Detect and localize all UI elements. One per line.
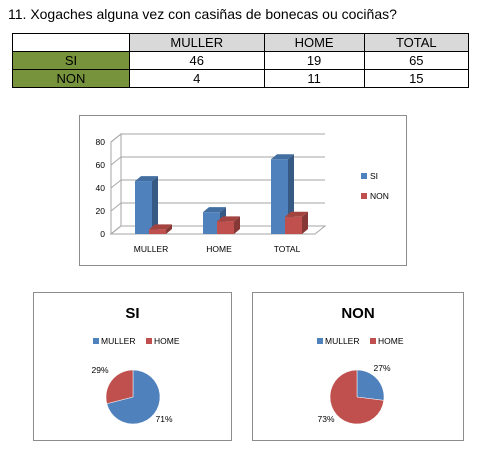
bar-side: [302, 211, 308, 234]
x-tick-label: TOTAL: [274, 244, 301, 254]
pie-title: NON: [341, 305, 374, 322]
bar-top: [271, 154, 294, 160]
table-cell: 4: [129, 69, 265, 88]
legend-label-home: HOME: [154, 336, 180, 346]
pie-slice-muller: [106, 369, 161, 425]
bar-si-muller: [135, 181, 152, 234]
row-label-non: NON: [12, 69, 130, 88]
pie-data-label: 73%: [317, 414, 334, 424]
pie-chart-non-frame: NON MULLER HOME 27% 73%: [252, 292, 464, 441]
y-tick-label: 60: [96, 160, 106, 170]
pie-slice-muller: [356, 369, 385, 401]
bar-top: [203, 207, 226, 213]
pie-slice-home: [105, 369, 134, 405]
bar-top: [285, 211, 308, 217]
bar-non-home: [217, 221, 234, 234]
gridline-side: [110, 133, 122, 143]
pie-data-label: 27%: [373, 363, 390, 373]
table-cell: 19: [263, 51, 365, 70]
legend-swatch-si: [361, 173, 367, 179]
x-tick-label: HOME: [206, 244, 232, 254]
y-tick-label: 20: [96, 206, 106, 216]
legend-swatch-home: [146, 338, 152, 344]
legend-swatch-muller: [93, 338, 99, 344]
legend-swatch-non: [361, 193, 367, 199]
table-header-blank: [12, 33, 130, 52]
pie-data-label: 29%: [91, 365, 108, 375]
pie-chart-si: SI MULLER HOME 71% 29%: [91, 305, 180, 425]
table-row: SI 46 19 65: [12, 51, 470, 70]
legend-label-si: SI: [370, 171, 378, 181]
legend-label-muller: MULLER: [101, 336, 135, 346]
table-cell: 65: [363, 51, 470, 70]
x-tick-label: MULLER: [134, 244, 168, 254]
legend-label-non: NON: [370, 191, 389, 201]
y-tick-label: 40: [96, 183, 106, 193]
table-header-home: HOME: [263, 33, 365, 52]
pie-title: SI: [125, 305, 139, 322]
legend-label-home: HOME: [378, 336, 404, 346]
legend-label-muller: MULLER: [325, 336, 359, 346]
y-tick-label: 80: [96, 137, 106, 147]
table-cell: 15: [363, 69, 470, 88]
bar-si-home: [203, 212, 220, 234]
legend-swatch-muller: [317, 338, 323, 344]
table-header-muller: MULLER: [129, 33, 265, 52]
bar-top: [217, 216, 240, 222]
bar-top: [135, 176, 158, 182]
bar-si-total: [271, 159, 288, 234]
bar-chart: 0 20 40 60 80 MULLER HOME TOTAL SI NON: [96, 132, 389, 254]
pie-chart-non: NON MULLER HOME 27% 73%: [317, 305, 404, 425]
question-title: 11. Xogaches alguna vez con casiñas de b…: [8, 6, 397, 22]
bar-chart-frame: 0 20 40 60 80 MULLER HOME TOTAL SI NON: [79, 115, 407, 266]
bar-side: [166, 224, 172, 234]
pie-chart-si-frame: SI MULLER HOME 71% 29%: [33, 292, 232, 441]
gridline-side: [110, 156, 122, 166]
bar-non-total: [285, 216, 302, 234]
bar-side: [152, 176, 158, 234]
bar-non-muller: [149, 229, 166, 234]
pie-slice-home: [329, 369, 385, 425]
table-header-row: MULLER HOME TOTAL: [12, 33, 470, 52]
table-header-total: TOTAL: [363, 33, 470, 52]
table-row: NON 4 11 15: [12, 69, 470, 88]
bar-top: [149, 224, 172, 230]
bar-side: [234, 216, 240, 234]
row-label-si: SI: [12, 51, 130, 70]
gridline-side: [110, 202, 122, 212]
gridline-side: [110, 225, 122, 235]
gridline-side: [110, 179, 122, 189]
table-cell: 11: [263, 69, 365, 88]
pie-data-label: 71%: [155, 414, 172, 424]
data-table: MULLER HOME TOTAL SI 46 19 65 NON 4 11 1…: [12, 33, 470, 88]
table-cell: 46: [129, 51, 265, 70]
y-tick-label: 0: [100, 229, 105, 239]
legend-swatch-home: [370, 338, 376, 344]
